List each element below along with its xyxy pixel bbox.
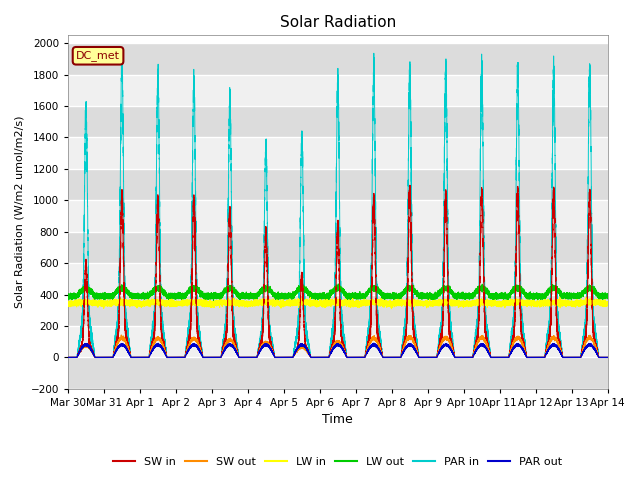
Bar — [68, 295, 608, 326]
Bar — [68, 106, 608, 137]
Text: DC_met: DC_met — [76, 50, 120, 61]
Bar — [68, 326, 608, 358]
Y-axis label: Solar Radiation (W/m2 umol/m2/s): Solar Radiation (W/m2 umol/m2/s) — [15, 116, 25, 308]
Bar — [68, 200, 608, 232]
Bar — [68, 137, 608, 169]
X-axis label: Time: Time — [323, 413, 353, 426]
Legend: SW in, SW out, LW in, LW out, PAR in, PAR out: SW in, SW out, LW in, LW out, PAR in, PA… — [109, 453, 567, 472]
Bar — [68, 232, 608, 263]
Bar — [68, 169, 608, 200]
Title: Solar Radiation: Solar Radiation — [280, 15, 396, 30]
Bar — [68, 43, 608, 74]
Bar — [68, 263, 608, 295]
Bar — [68, 358, 608, 389]
Bar — [68, 74, 608, 106]
